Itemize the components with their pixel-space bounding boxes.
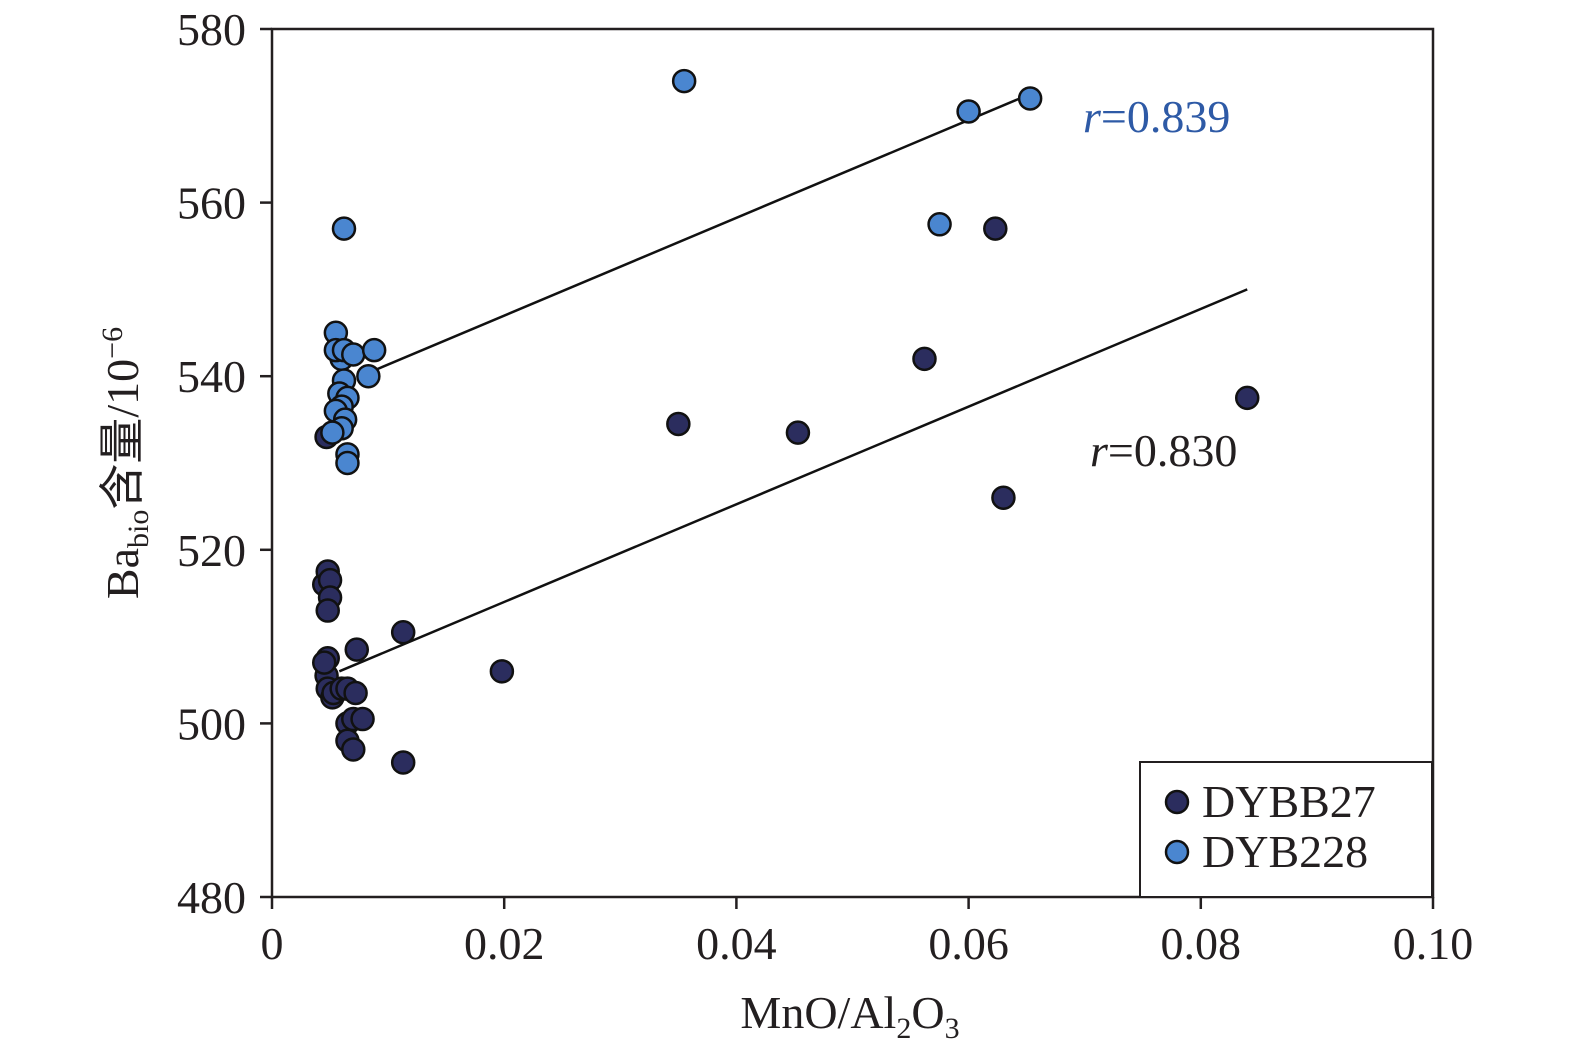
fit-line-dyb228: [370, 92, 1031, 374]
correlation-labels: r=0.830 r=0.839: [1083, 91, 1237, 476]
x-axis-label: MnO/Al2O3: [740, 987, 959, 1045]
point-dybb27: [390, 620, 416, 645]
legend-box: [1139, 761, 1433, 898]
y-axis-label: Babio含量/10−6: [96, 327, 155, 599]
legend-label-dyb228: DYB228: [1202, 826, 1368, 877]
point-dybb27: [991, 485, 1016, 510]
y-tick-label: 520: [177, 525, 246, 576]
r-label-dyb228: r=0.839: [1083, 91, 1230, 142]
point-dybb27: [666, 411, 691, 437]
point-dyb228: [320, 420, 345, 445]
point-dybb27: [311, 650, 337, 675]
point-dybb27: [489, 659, 515, 684]
x-tick-label: 0.08: [1161, 918, 1242, 969]
point-dybb27: [350, 706, 375, 732]
y-tick-label: 480: [177, 872, 246, 923]
point-dyb228: [361, 337, 387, 363]
x-tick-label: 0.10: [1393, 918, 1474, 969]
point-dyb228: [956, 99, 981, 124]
point-dyb228: [356, 363, 381, 389]
legend-marker-dybb27: [1164, 789, 1190, 815]
y-tick-label: 580: [177, 4, 246, 55]
point-dyb228: [927, 212, 952, 237]
point-dybb27: [341, 737, 366, 762]
fit-lines: [338, 92, 1248, 673]
x-tick-label: 0.06: [928, 918, 1009, 969]
r-label-dybb27: r=0.830: [1090, 425, 1237, 476]
legend-label-dybb27: DYBB27: [1202, 776, 1376, 827]
point-dybb27: [315, 598, 340, 623]
y-tick-label: 500: [177, 698, 246, 749]
x-tick-label: 0: [261, 918, 284, 969]
y-tick-label: 540: [177, 351, 246, 402]
data-points: [311, 68, 1260, 775]
plot-frame: [270, 27, 1435, 899]
y-tick-label: 560: [177, 178, 246, 229]
legend: DYBB27 DYB228: [1139, 761, 1433, 898]
point-dyb228: [331, 216, 357, 241]
point-dybb27: [390, 750, 416, 775]
point-dybb27: [1234, 385, 1260, 411]
point-dyb228: [671, 68, 697, 94]
x-tick-label: 0.04: [696, 918, 777, 969]
point-dyb228: [335, 450, 360, 476]
point-dyb228: [1017, 86, 1043, 111]
point-dybb27: [785, 420, 811, 445]
point-dybb27: [912, 346, 937, 372]
point-dybb27: [983, 216, 1008, 241]
fit-line-dybb27: [338, 288, 1248, 673]
axis-ticks: 0 0.02 0.04 0.06 0.08 0.10 480 500 520 540 560 580: [177, 4, 1473, 969]
x-tick-label: 0.02: [464, 918, 545, 969]
point-dyb228: [341, 342, 366, 367]
legend-marker-dyb228: [1164, 839, 1190, 865]
point-dybb27: [343, 680, 368, 706]
point-dybb27: [344, 637, 370, 662]
